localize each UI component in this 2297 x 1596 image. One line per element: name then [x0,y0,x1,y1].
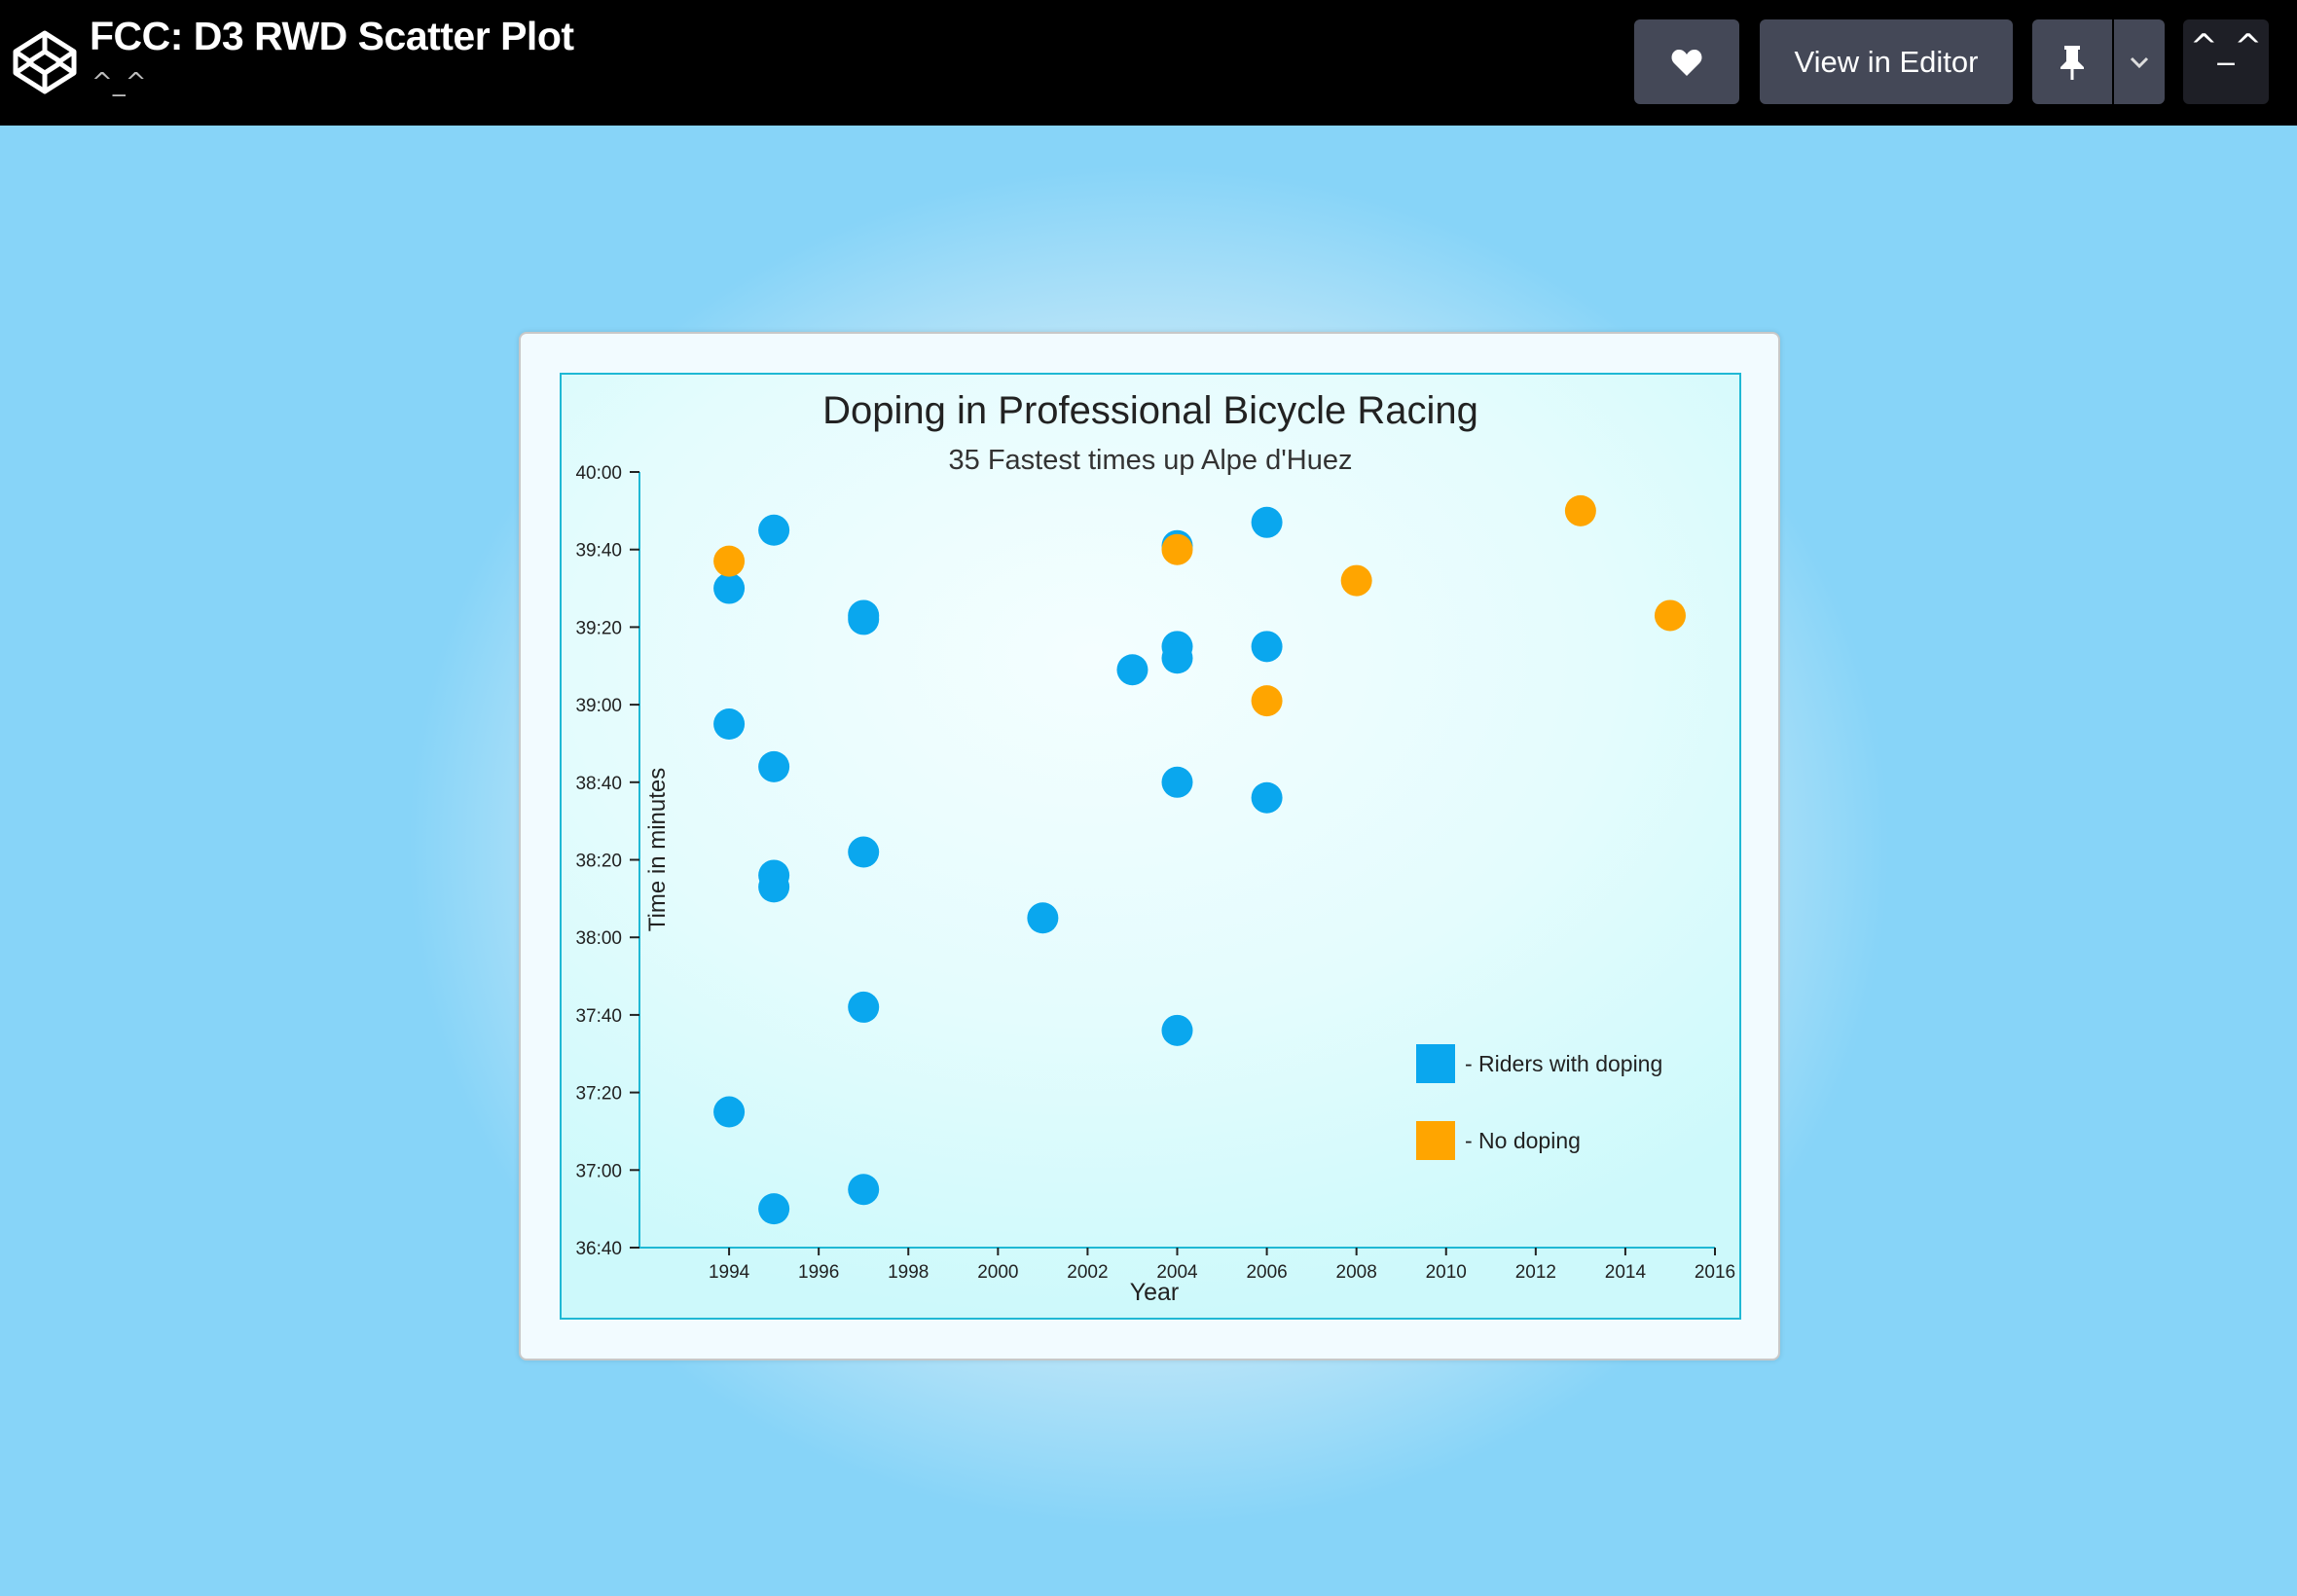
y-tick-label: 37:20 [575,1084,622,1105]
data-point [758,514,790,546]
x-tick-label: 2000 [977,1262,1018,1283]
data-point [1251,631,1283,663]
pin-button[interactable] [2032,19,2112,104]
y-tick-label: 38:00 [575,928,622,949]
heart-button[interactable] [1634,19,1739,104]
y-tick-label: 39:40 [575,541,622,562]
y-tick-label: 38:20 [575,852,622,872]
chart-card: Doping in Professional Bicycle Racing 35… [519,332,1780,1360]
y-tick-label: 38:40 [575,774,622,794]
data-point [1161,1014,1193,1046]
data-point [713,572,746,604]
data-point [1251,506,1283,538]
x-tick-label: 2012 [1515,1262,1556,1283]
data-point [848,991,880,1023]
y-tick-label: 39:20 [575,618,622,638]
data-point [758,750,790,782]
top-bar: FCC: D3 RWD Scatter Plot ^_^ View in Edi… [0,0,2297,126]
pen-author[interactable]: ^_^ [91,68,147,97]
x-tick-label: 1998 [888,1262,929,1283]
data-point [1161,766,1193,798]
x-tick-label: 2014 [1605,1262,1647,1283]
data-point [1564,494,1596,526]
x-tick-label: 1994 [709,1262,750,1283]
points [713,494,1686,1225]
scatter-chart: Doping in Professional Bicycle Racing 35… [575,389,1735,1306]
data-point [713,545,746,577]
chart-frame: Doping in Professional Bicycle Racing 35… [560,373,1741,1320]
chart-subtitle: 35 Fastest times up Alpe d'Huez [949,445,1353,476]
data-point [848,836,880,868]
data-point [848,1174,880,1206]
legend-label: - No doping [1465,1128,1581,1153]
data-point [1161,533,1193,565]
codepen-logo-icon[interactable] [12,29,78,95]
data-point [1251,781,1283,814]
pin-dropdown-button[interactable] [2114,19,2165,104]
data-point [1027,902,1059,934]
chevron-down-icon [2130,56,2149,68]
data-point [758,1193,790,1225]
data-point [1116,654,1148,686]
legend-swatch [1416,1121,1455,1160]
heart-icon [1671,49,1702,76]
y-tick-label: 37:40 [575,1006,622,1027]
legend: - Riders with doping - No doping [1416,1044,1662,1160]
x-tick-label: 2016 [1695,1262,1735,1283]
x-tick-label: 2004 [1156,1262,1198,1283]
chart-title: Doping in Professional Bicycle Racing [822,389,1478,432]
legend-label: - Riders with doping [1465,1051,1662,1076]
data-point [1654,599,1686,632]
y-axis-label: Time in minutes [644,768,671,932]
data-point [1251,685,1283,717]
data-point [713,708,746,741]
user-menu-button[interactable]: ^_^ [2183,19,2269,104]
x-tick-label: 2006 [1246,1262,1287,1283]
pen-title: FCC: D3 RWD Scatter Plot [90,14,574,58]
x-tick-label: 2002 [1067,1262,1108,1283]
data-point [1340,564,1372,597]
y-tick-label: 40:00 [575,463,622,484]
x-axis-label: Year [1130,1279,1180,1306]
y-tick-label: 36:40 [575,1239,622,1259]
axes: 1994 1996 1998 2000 2002 2004 2006 2008 2010 2012… [575,463,1735,1283]
pin-icon [2060,45,2084,80]
data-point [713,1096,746,1128]
view-in-editor-button[interactable]: View in Editor [1760,19,2013,104]
y-tick-label: 37:00 [575,1161,622,1181]
x-tick-label: 2010 [1426,1262,1467,1283]
data-point [848,603,880,635]
data-point [1161,642,1193,674]
legend-swatch [1416,1044,1455,1083]
x-tick-label: 2008 [1336,1262,1377,1283]
x-tick-label: 1996 [798,1262,839,1283]
data-point [758,871,790,903]
y-tick-label: 39:00 [575,696,622,716]
